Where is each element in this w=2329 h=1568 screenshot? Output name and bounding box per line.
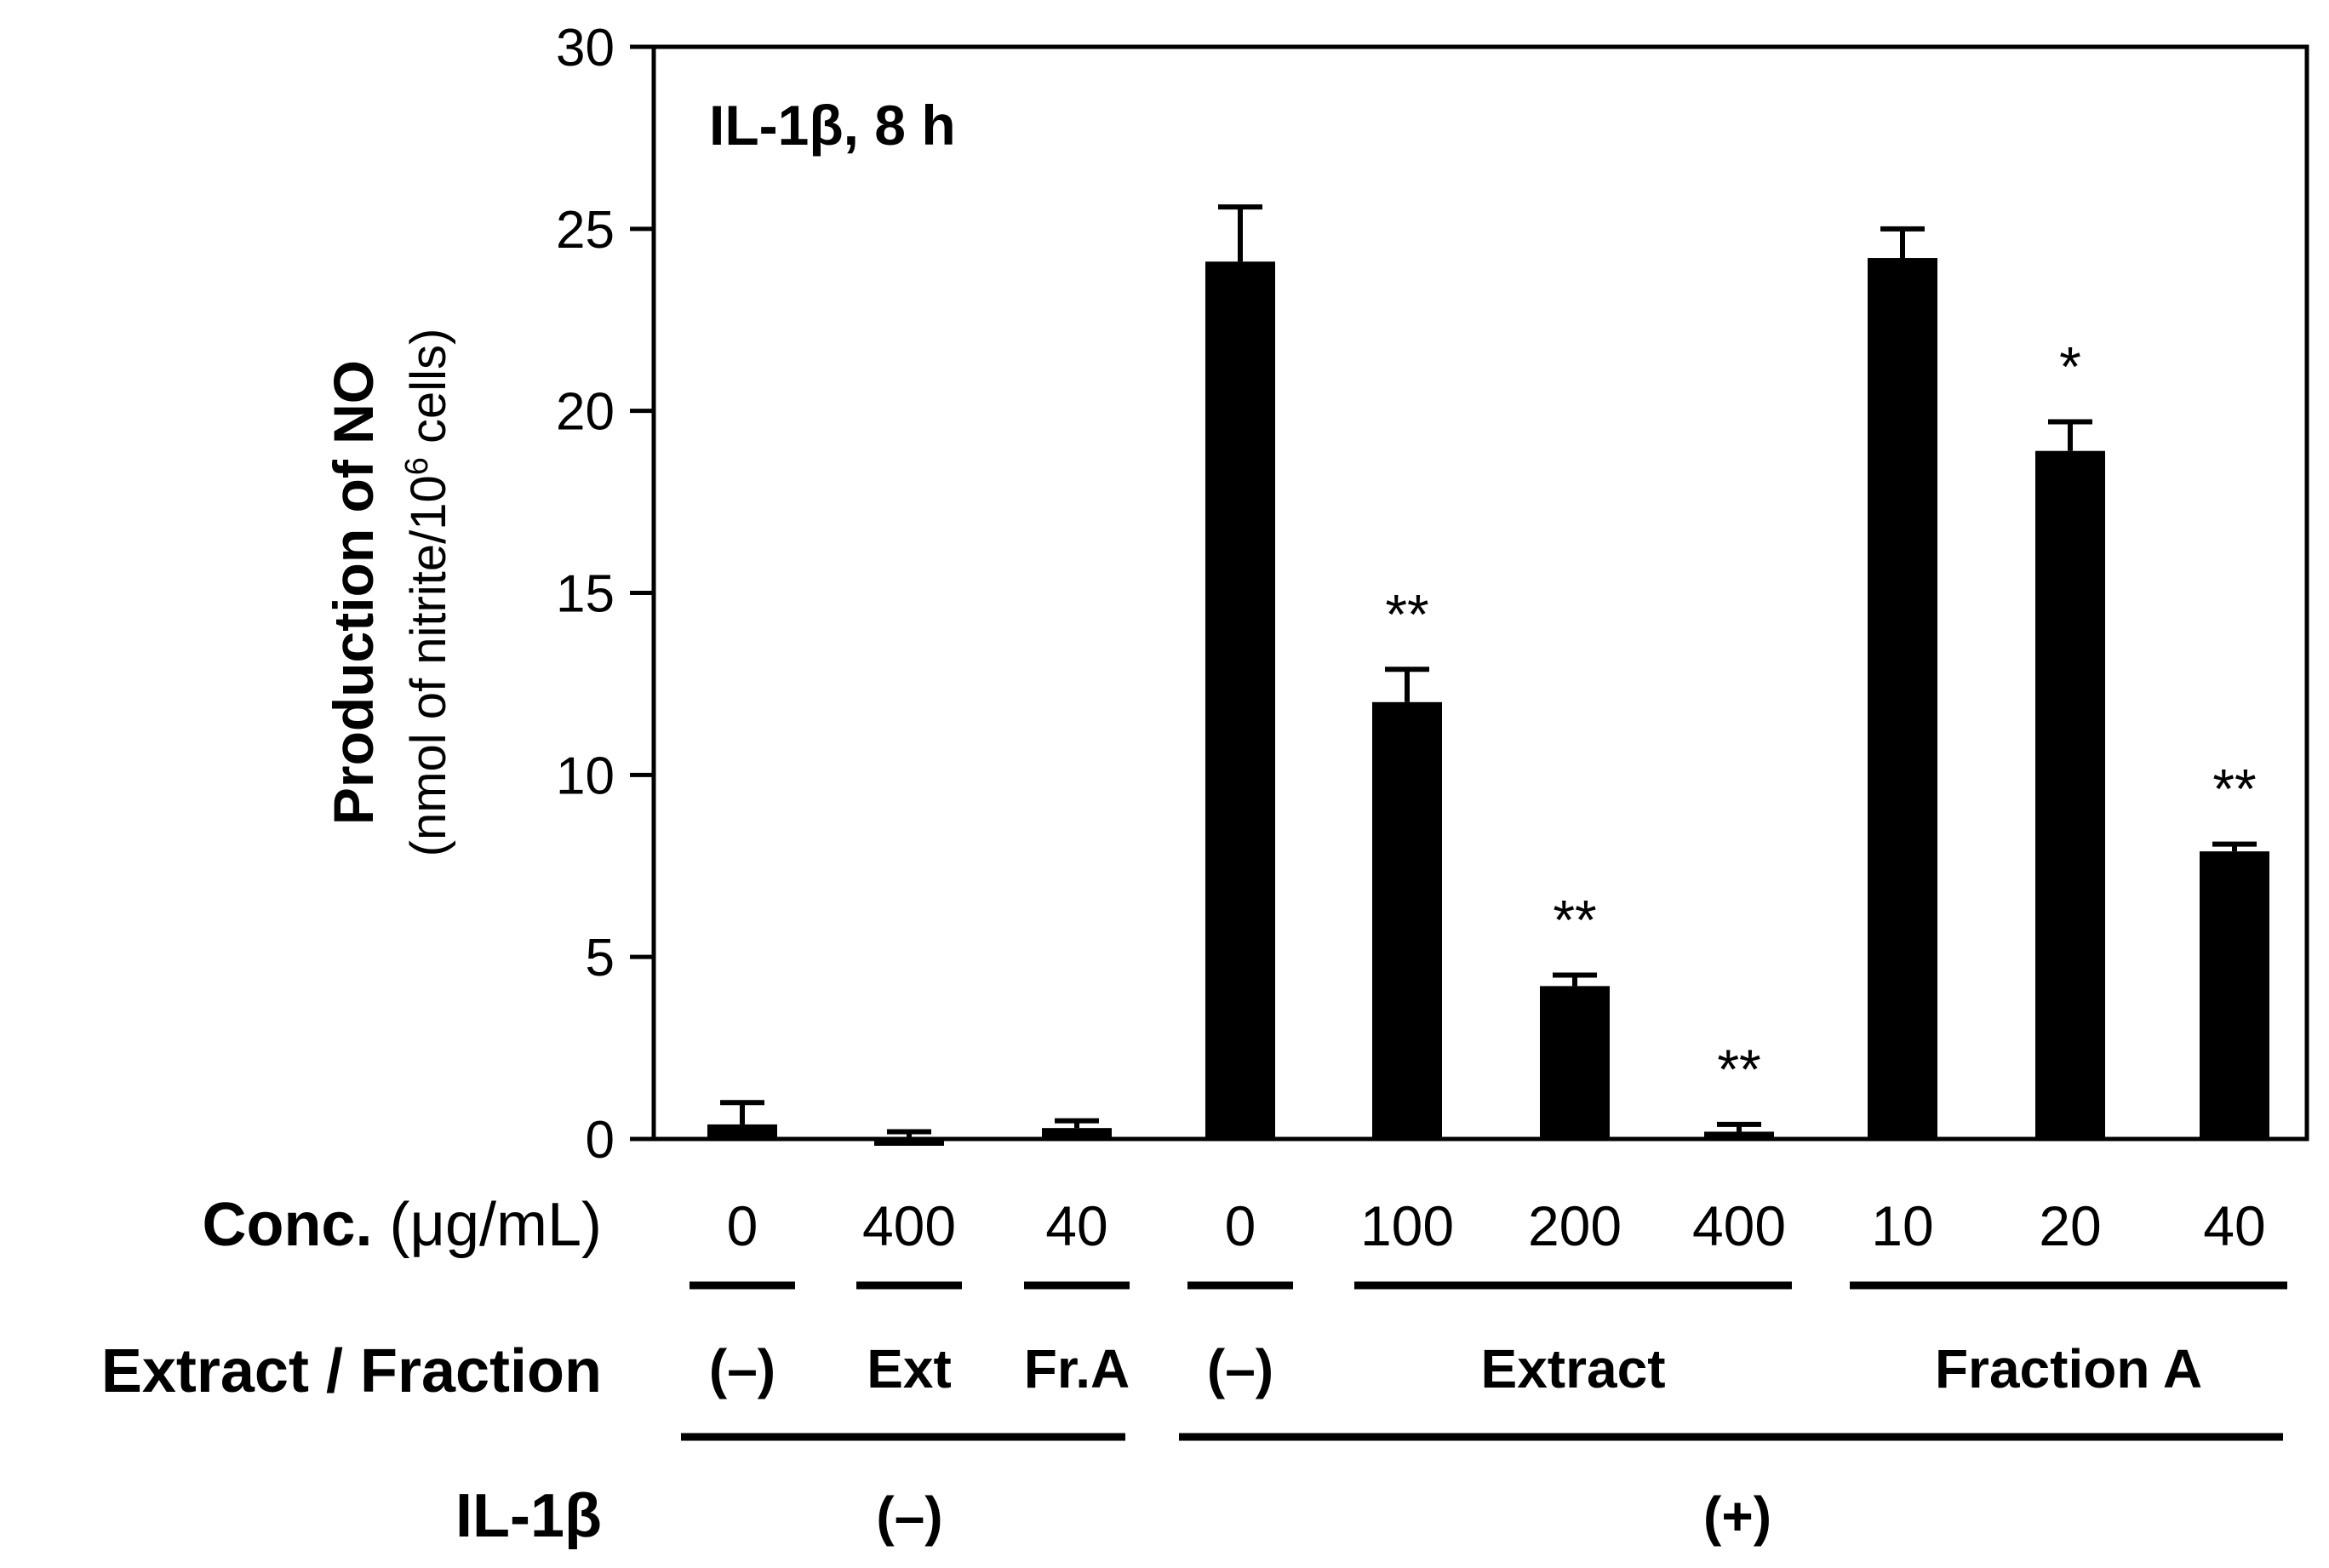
y-tick-label: 5 [586,929,615,987]
extract-group-label: (–) [709,1338,775,1399]
bar [874,1139,944,1146]
conc-row-label-bold: Conc. [202,1191,372,1259]
concentration-label: 40 [2203,1194,2265,1257]
bar [2035,450,2105,1139]
y-axis-title: Production of NO [322,360,385,825]
concentration-label: 200 [1528,1194,1622,1257]
conc-row-label: Conc. (μg/mL) [202,1191,602,1259]
concentration-label: 40 [1045,1194,1107,1257]
bar [1868,258,1937,1140]
bar [1704,1131,1774,1139]
bar [1540,986,1610,1139]
il1b-group-label: (–) [876,1485,942,1547]
concentration-row: 0 400 40 0 100 200 400 10 20 40 [727,1194,2266,1257]
y-axis-subtitle: (nmol of nitrite/106 cells) [399,329,456,857]
conc-row-label-unit: (μg/mL) [372,1191,602,1259]
concentration-label: 100 [1360,1194,1454,1257]
bar [2200,851,2269,1139]
il1b-row: (–) (+) [681,1433,2283,1547]
y-tick-label: 30 [556,19,615,77]
plot-annotation: IL-1β, 8 h [709,94,956,157]
y-tick-label: 20 [556,383,615,442]
significance-label: ** [1553,889,1596,952]
extract-fraction-row: (–) Ext Fr.A (–) Extract Fraction A [690,1281,2287,1399]
extract-group-label: (–) [1207,1338,1273,1399]
concentration-label: 20 [2039,1194,2101,1257]
bar [1042,1128,1112,1139]
y-axis-subtitle-suffix: cells) [401,329,456,457]
bar [1205,261,1275,1139]
y-tick-label: 10 [556,747,615,805]
extract-row-label: Extract / Fraction [101,1337,602,1405]
y-tick-label: 0 [586,1111,615,1170]
il1b-group-label: (+) [1703,1485,1771,1547]
y-axis-subtitle-prefix: (nmol of nitrite/10 [401,475,456,856]
significance-label: * [2059,335,2081,398]
concentration-label: 10 [1871,1194,1933,1257]
bar-series: ********* [707,204,2269,1146]
extract-group-label: Fraction A [1935,1338,2202,1399]
significance-label: ** [2212,758,2256,821]
bar [1372,701,1442,1139]
bar [707,1124,777,1139]
y-tick-label: 15 [556,565,615,624]
y-axis-subtitle-exp: 6 [399,457,435,475]
extract-group-label: Fr.A [1024,1338,1130,1399]
significance-label: ** [1385,582,1428,645]
y-axis: 0 5 10 15 20 25 30 [556,19,654,1170]
concentration-label: 400 [1692,1194,1786,1257]
concentration-label: 400 [862,1194,956,1257]
concentration-label: 0 [1225,1194,1256,1257]
concentration-label: 0 [727,1194,758,1257]
extract-group-label: Extract [1481,1338,1666,1399]
y-tick-label: 25 [556,201,615,260]
il1b-row-label: IL-1β [455,1482,602,1550]
extract-group-label: Ext [867,1338,952,1399]
significance-label: ** [1717,1038,1760,1101]
